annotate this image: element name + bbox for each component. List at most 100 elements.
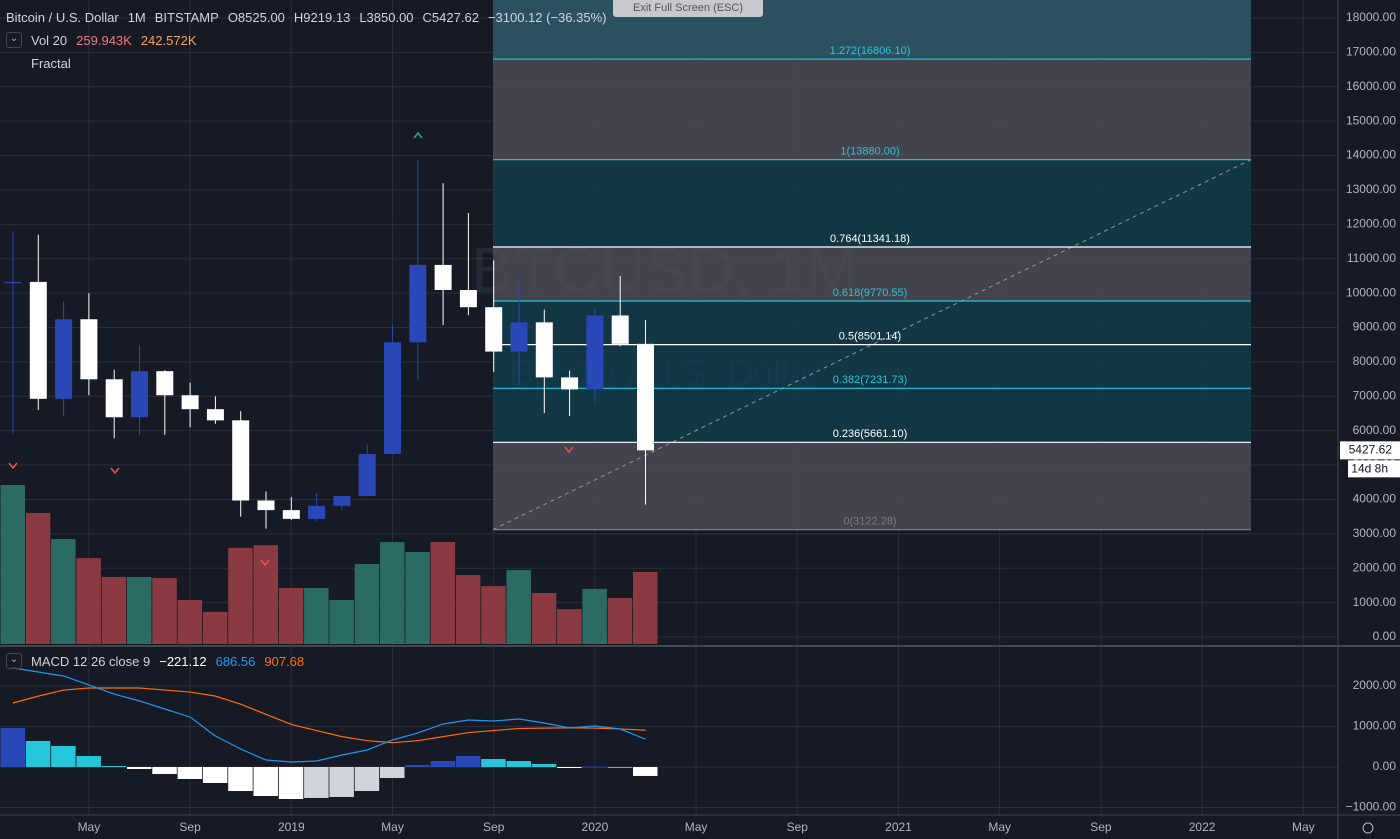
volume-bar bbox=[76, 558, 101, 644]
exchange: BITSTAMP bbox=[154, 10, 219, 25]
candle-body bbox=[232, 420, 250, 501]
candle-body bbox=[535, 322, 553, 378]
time-label: 2019 bbox=[278, 820, 305, 834]
volume-bar bbox=[304, 588, 329, 644]
fractal-legend: Fractal bbox=[31, 56, 71, 71]
high: H9219.13 bbox=[293, 10, 351, 25]
candle-body bbox=[611, 315, 629, 344]
price-tick-label: 10000.00 bbox=[1346, 285, 1396, 299]
time-label: Sep bbox=[1090, 820, 1112, 834]
price-tick-label: 12000.00 bbox=[1346, 217, 1396, 231]
candle-body bbox=[586, 315, 604, 390]
low: L3850.00 bbox=[359, 10, 414, 25]
fib-label: 1(13880.00) bbox=[840, 146, 899, 158]
candle-body bbox=[333, 496, 351, 506]
time-label: Sep bbox=[787, 820, 809, 834]
volume-bar bbox=[152, 578, 177, 644]
settings-icon bbox=[1362, 822, 1374, 834]
macd-histogram-bar bbox=[177, 767, 203, 779]
candle-body bbox=[80, 319, 98, 380]
volume-bar bbox=[329, 599, 354, 644]
candle-body bbox=[181, 395, 199, 410]
candle-body bbox=[637, 343, 654, 451]
candle-body bbox=[29, 281, 47, 399]
volume-bar bbox=[481, 586, 506, 644]
candle-body bbox=[459, 290, 477, 308]
fib-label: 0.236(5661.10) bbox=[833, 428, 908, 440]
time-label: 2022 bbox=[1189, 820, 1216, 834]
fib-label: 0.5(8501.14) bbox=[839, 331, 901, 343]
volume-bar bbox=[430, 542, 456, 644]
volume-bar bbox=[506, 570, 531, 644]
volume-bar bbox=[51, 539, 76, 644]
macd-histogram-bar bbox=[127, 767, 152, 769]
macd-signal-value: 907.68 bbox=[264, 653, 305, 669]
volume-bar bbox=[228, 547, 253, 644]
candle-body bbox=[156, 371, 174, 396]
price-tick-label: 0.00 bbox=[1373, 629, 1397, 643]
volume-value: 259.943K bbox=[76, 32, 132, 48]
collapse-button[interactable]: ⌄ bbox=[6, 653, 22, 669]
macd-histogram-bar bbox=[582, 766, 607, 768]
change: −3100.12 (−36.35%) bbox=[487, 10, 607, 25]
volume-bar bbox=[633, 571, 658, 644]
price-label: 5427.62 bbox=[1349, 443, 1393, 457]
price-tick-label: 8000.00 bbox=[1353, 354, 1397, 368]
macd-tick-label: −1000.00 bbox=[1346, 800, 1397, 814]
fib-label: 1.272(16806.10) bbox=[830, 45, 911, 57]
volume-bar bbox=[607, 598, 633, 644]
fib-zone bbox=[493, 159, 1251, 247]
macd-histogram-bar bbox=[633, 767, 658, 776]
countdown-box bbox=[1348, 460, 1400, 478]
price-label-box bbox=[1340, 441, 1400, 460]
fib-zone bbox=[493, 344, 1251, 389]
fractal-marker bbox=[413, 131, 423, 139]
macd-histogram-bar bbox=[506, 761, 531, 767]
candle-body bbox=[409, 264, 427, 343]
macd-histogram-bar bbox=[253, 767, 278, 796]
macd-histogram-bar bbox=[354, 767, 380, 792]
candle-body bbox=[561, 377, 579, 390]
candle-body bbox=[485, 307, 503, 352]
price-tick-label: 2000.00 bbox=[1353, 560, 1397, 574]
time-label: May bbox=[1292, 820, 1315, 834]
time-label: May bbox=[685, 820, 708, 834]
fib-label: 0.382(7231.73) bbox=[833, 374, 908, 386]
macd-histogram-bar bbox=[455, 755, 481, 767]
macd-tick-label: 0.00 bbox=[1373, 759, 1397, 773]
candle-body bbox=[510, 322, 528, 352]
price-tick-label: 17000.00 bbox=[1346, 45, 1396, 59]
volume-bar bbox=[380, 542, 405, 644]
macd-line bbox=[12, 667, 646, 763]
macd-tick-label: 1000.00 bbox=[1353, 719, 1397, 733]
macd-histogram-bar bbox=[607, 767, 633, 768]
volume-label: Vol 20 bbox=[31, 32, 68, 48]
fib-label: 0(3122.28) bbox=[843, 516, 896, 528]
volume-ma: 242.572K bbox=[140, 32, 197, 48]
macd-histogram-bar bbox=[228, 767, 253, 792]
time-label: 2021 bbox=[885, 820, 912, 834]
candle-body bbox=[282, 510, 300, 519]
time-label: Sep bbox=[483, 820, 505, 834]
macd-hist-value: −221.12 bbox=[159, 653, 207, 669]
macd-tick-label: 2000.00 bbox=[1353, 678, 1397, 692]
macd-label: MACD 12 26 close 9 bbox=[31, 653, 151, 669]
volume-bar bbox=[531, 593, 557, 644]
price-tick-label: 6000.00 bbox=[1353, 423, 1397, 437]
volume-bar bbox=[278, 588, 304, 644]
exit-fullscreen-button[interactable]: Exit Full Screen (ESC) bbox=[613, 0, 763, 17]
open: O8525.00 bbox=[227, 10, 285, 25]
fib-label: 0.764(11341.18) bbox=[830, 233, 910, 245]
macd-histogram-bar bbox=[0, 727, 25, 767]
macd-histogram-bar bbox=[25, 740, 51, 767]
macd-histogram-bar bbox=[152, 767, 177, 775]
volume-bar bbox=[557, 609, 582, 644]
collapse-button[interactable]: ⌄ bbox=[6, 32, 22, 48]
time-label: 2020 bbox=[582, 820, 609, 834]
fib-zone bbox=[493, 246, 1251, 302]
volume-bar bbox=[405, 552, 430, 644]
volume-legend: ⌄ Vol 20 259.943K 242.572K bbox=[6, 32, 197, 48]
volume-bar bbox=[455, 575, 481, 644]
macd-histogram-bar bbox=[304, 767, 329, 798]
countdown: 14d 8h bbox=[1351, 462, 1388, 476]
